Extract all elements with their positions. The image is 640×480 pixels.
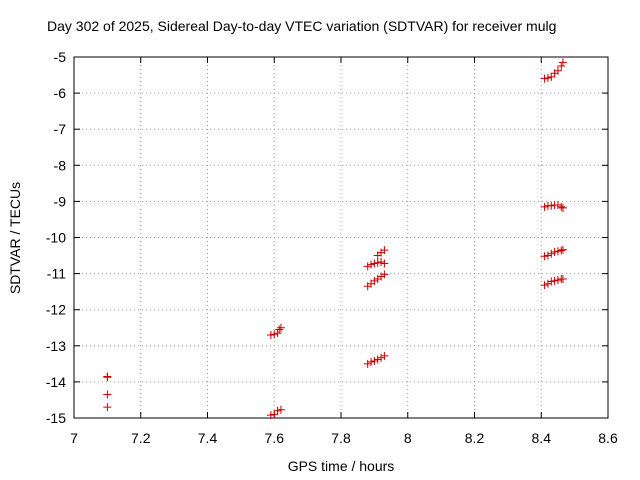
data-point bbox=[553, 247, 562, 256]
data-point bbox=[363, 262, 372, 271]
data-point bbox=[553, 66, 562, 75]
data-point bbox=[377, 353, 386, 362]
data-point bbox=[547, 201, 556, 210]
data-point bbox=[558, 203, 567, 212]
data-point bbox=[550, 247, 559, 256]
data-point bbox=[380, 270, 389, 279]
data-point bbox=[273, 329, 282, 338]
data-point bbox=[380, 351, 389, 360]
y-tick-label: -7 bbox=[54, 121, 67, 137]
data-point bbox=[553, 201, 562, 210]
y-tick-label: -14 bbox=[46, 374, 66, 390]
x-tick-label: 7.2 bbox=[131, 430, 151, 446]
data-point bbox=[543, 73, 552, 82]
chart-title: Day 302 of 2025, Sidereal Day-to-day VTE… bbox=[47, 18, 556, 34]
data-point bbox=[103, 403, 112, 412]
y-axis-label: SDTVAR / TECUs bbox=[7, 182, 23, 294]
data-point bbox=[377, 258, 386, 267]
data-point bbox=[543, 279, 552, 288]
data-point bbox=[557, 246, 566, 255]
grid-lines bbox=[74, 57, 608, 418]
x-tick-label: 7.4 bbox=[198, 430, 218, 446]
data-point bbox=[553, 276, 562, 285]
y-tick-label: -8 bbox=[54, 157, 67, 173]
x-tick-label: 8.6 bbox=[598, 430, 618, 446]
data-point bbox=[558, 58, 567, 67]
y-tick-label: -6 bbox=[54, 85, 67, 101]
y-tick-label: -5 bbox=[54, 49, 67, 65]
data-point bbox=[276, 405, 285, 414]
data-point bbox=[370, 259, 379, 268]
x-axis-label: GPS time / hours bbox=[288, 458, 395, 474]
data-point bbox=[540, 252, 549, 261]
data-point bbox=[270, 330, 279, 339]
data-point bbox=[377, 272, 386, 281]
y-tick-label: -13 bbox=[46, 338, 66, 354]
data-point bbox=[557, 62, 566, 71]
data-point bbox=[370, 356, 379, 365]
data-point bbox=[380, 246, 389, 255]
data-point bbox=[273, 406, 282, 415]
x-tick-label: 7 bbox=[70, 430, 78, 446]
data-point bbox=[367, 358, 376, 367]
data-point bbox=[103, 373, 112, 382]
data-point bbox=[275, 325, 284, 334]
data-point bbox=[373, 258, 382, 267]
data-point bbox=[103, 390, 112, 399]
data-point bbox=[540, 74, 549, 83]
x-tick-label: 8.2 bbox=[465, 430, 485, 446]
y-tick-label: -15 bbox=[46, 410, 66, 426]
data-point bbox=[380, 259, 389, 268]
data-point bbox=[367, 260, 376, 269]
data-point bbox=[547, 249, 556, 258]
data-point bbox=[543, 251, 552, 260]
data-point bbox=[540, 202, 549, 211]
data-point bbox=[550, 276, 559, 285]
data-point bbox=[270, 410, 279, 419]
x-tick-label: 7.6 bbox=[265, 430, 285, 446]
data-point bbox=[370, 276, 379, 285]
data-point bbox=[558, 275, 567, 284]
x-tick-label: 8.4 bbox=[532, 430, 552, 446]
x-tick-label: 7.8 bbox=[331, 430, 351, 446]
data-point bbox=[547, 277, 556, 286]
y-tick-label: -11 bbox=[47, 266, 66, 282]
tick-marks bbox=[73, 56, 609, 419]
data-points bbox=[103, 58, 567, 420]
y-tick-label: -9 bbox=[54, 193, 67, 209]
tick-labels: 7 7.2 7.4 7.6 7.8 8 8.2 8.4 8.6 -15 -14 -13 -12 -11 -1… bbox=[46, 49, 618, 446]
data-point bbox=[547, 72, 556, 81]
data-point bbox=[540, 281, 549, 290]
y-tick-label: -12 bbox=[46, 302, 66, 318]
y-tick-label: -10 bbox=[46, 230, 66, 246]
data-point bbox=[266, 330, 275, 339]
x-tick-label: 8 bbox=[404, 430, 412, 446]
data-point bbox=[266, 411, 275, 420]
data-point bbox=[363, 359, 372, 368]
data-point bbox=[558, 245, 567, 254]
data-point bbox=[276, 323, 285, 332]
data-point bbox=[373, 355, 382, 364]
data-point bbox=[557, 202, 566, 211]
